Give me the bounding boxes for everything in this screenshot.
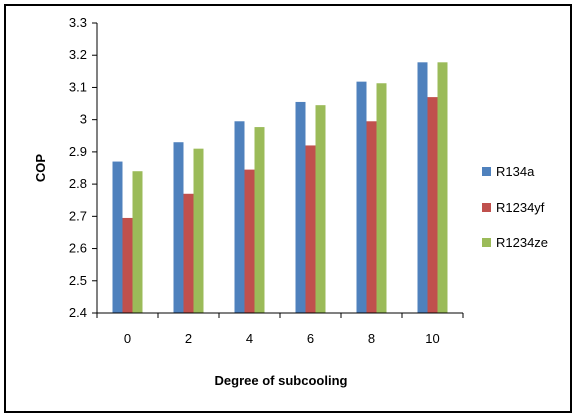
bar-r1234yf-8 [366,121,377,314]
y-tick-label: 2.9 [69,144,87,159]
chart-frame [4,4,572,413]
y-tick-label: 2.7 [69,208,87,223]
y-tick-label: 3.2 [69,47,87,62]
legend-swatch-r134a [482,167,491,176]
bar-r1234ze-4 [254,127,265,313]
x-tick-label: 2 [185,331,192,346]
x-tick-label: 8 [368,331,375,346]
x-tick-label: 10 [425,331,439,346]
y-tick-label: 3 [80,112,87,127]
bar-r1234ze-8 [376,83,387,313]
bar-r1234ze-0 [132,171,143,313]
x-axis-ticks: 0 2 4 6 8 10 [96,313,464,346]
bar-r1234yf-2 [183,193,194,313]
bar-r134a-2 [173,142,184,313]
legend-swatch-r1234ze [482,238,491,247]
y-tick-label: 2.4 [69,305,87,320]
bar-r1234ze-2 [193,148,204,313]
legend-label-r134a: R134a [496,164,535,179]
bars [112,62,448,314]
bar-r134a-4 [234,121,245,314]
legend-swatch-r1234yf [482,203,491,212]
y-tick-label: 3.1 [69,79,87,94]
bar-r1234yf-10 [427,97,438,313]
bar-r134a-10 [417,62,428,313]
y-tick-label: 2.5 [69,273,87,288]
y-tick-label: 2.6 [69,241,87,256]
y-tick-label: 2.8 [69,176,87,191]
y-axis-ticks: 2.4 2.5 2.6 2.7 2.8 2.9 3 3.1 3.2 3.3 [69,15,97,320]
bar-r134a-0 [112,161,123,313]
bar-r1234yf-0 [122,217,133,313]
bar-r134a-8 [356,81,367,314]
y-axis-title: COP [33,154,48,183]
bar-r134a-6 [295,101,306,313]
y-tick-label: 3.3 [69,15,87,30]
x-tick-label: 4 [246,331,253,346]
bar-r1234ze-10 [437,62,448,313]
x-tick-label: 6 [307,331,314,346]
x-tick-label: 0 [124,331,131,346]
bar-r1234yf-4 [244,169,255,313]
bar-r1234ze-6 [315,105,326,314]
legend: R134a R1234yf R1234ze [482,164,548,250]
legend-label-r1234yf: R1234yf [496,200,545,215]
legend-label-r1234ze: R1234ze [496,235,548,250]
x-axis-title: Degree of subcooling [215,373,348,388]
bar-r1234yf-6 [305,145,316,313]
